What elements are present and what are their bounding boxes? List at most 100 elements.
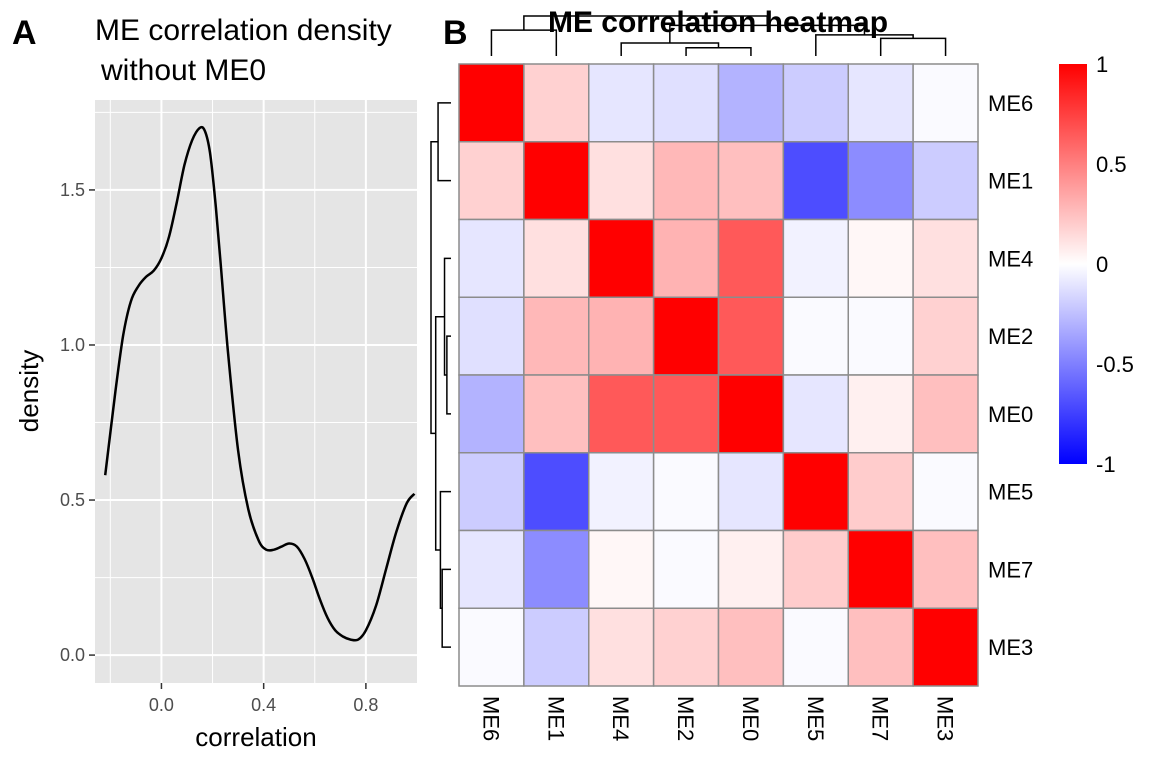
dendrogram-branch: [437, 102, 451, 182]
heatmap-cell: [782, 141, 849, 221]
legend-tick-label: -1: [1096, 452, 1116, 477]
heatmap-cell: [588, 141, 655, 221]
dendrogram-branch: [443, 257, 451, 376]
heatmap-cell: [458, 452, 525, 532]
heatmap-cell: [523, 218, 590, 298]
heatmap-cell: [717, 374, 785, 454]
dendrogram-branch: [523, 15, 768, 31]
heatmap-cell: [782, 63, 849, 143]
dendrogram-branch: [685, 47, 752, 56]
heatmap-cell: [912, 63, 979, 143]
dendrogram-branch: [430, 141, 439, 435]
heatmap-column-label: ME7: [868, 696, 893, 741]
heatmap-row-label: ME6: [988, 91, 1033, 116]
heatmap-cell: [717, 141, 785, 221]
heatmap-cell: [523, 529, 590, 609]
dendrogram-branch: [490, 29, 558, 56]
heatmap-column-label: ME3: [933, 696, 958, 741]
heatmap-cell: [523, 63, 590, 143]
density-y-tick-label: 0.0: [60, 645, 85, 665]
color-legend-bar: [1059, 64, 1087, 464]
density-y-axis-title: density: [14, 350, 44, 432]
heatmap-cell: [717, 607, 785, 687]
heatmap-cell: [717, 296, 785, 376]
panel-a-label: A: [12, 14, 37, 52]
column-dendrogram: [490, 15, 947, 56]
heatmap-cell: [912, 141, 979, 221]
heatmap-cell: [782, 374, 849, 454]
heatmap-cell: [847, 452, 914, 532]
heatmap-row-labels: ME6 ME1 ME4 ME2 ME0 ME5 ME7 ME3: [988, 91, 1033, 660]
heatmap-cell: [652, 218, 720, 298]
heatmap-cell: [847, 607, 914, 687]
heatmap-row-label: ME2: [988, 324, 1033, 349]
heatmap-row-label: ME0: [988, 402, 1033, 427]
heatmap-row-label: ME7: [988, 557, 1033, 582]
dendrogram-branch: [669, 24, 866, 44]
heatmap-cell: [652, 141, 720, 221]
heatmap-cell: [458, 607, 525, 687]
heatmap-cell: [782, 607, 849, 687]
heatmap-cells: [458, 63, 979, 687]
heatmap-cell: [588, 529, 655, 609]
heatmap-column-labels: ME6 ME1 ME4 ME2 ME0 ME5 ME7 ME3: [478, 696, 957, 741]
dendrogram-branch: [879, 37, 947, 56]
density-title-line1: ME correlation density: [95, 14, 392, 47]
density-x-tick-label: 0.4: [251, 695, 276, 715]
heatmap-cell: [588, 374, 655, 454]
density-y-tick-label: 1.5: [60, 180, 85, 200]
heatmap-cell: [847, 374, 914, 454]
legend-tick-label: 1: [1096, 52, 1108, 77]
heatmap-cell: [847, 218, 914, 298]
heatmap-cell: [652, 63, 720, 143]
heatmap-cell: [652, 529, 720, 609]
heatmap-cell: [523, 452, 590, 532]
heatmap-cell: [717, 63, 785, 143]
heatmap-row-label: ME4: [988, 246, 1033, 271]
dendrogram-branch: [620, 42, 720, 56]
heatmap-column-label: ME1: [543, 696, 568, 741]
heatmap-cell: [717, 452, 785, 532]
heatmap-cell: [912, 296, 979, 376]
heatmap-row-label: ME1: [988, 169, 1033, 194]
heatmap-row-label: ME3: [988, 635, 1033, 660]
heatmap-cell: [912, 218, 979, 298]
density-plot: ME correlation density without ME0 0.0 0.…: [14, 14, 417, 752]
heatmap-cell: [458, 63, 525, 143]
dendrogram-branch: [441, 568, 451, 648]
heatmap-cell: [652, 296, 720, 376]
density-plot-background: [95, 100, 417, 683]
dendrogram-branch: [446, 335, 451, 415]
heatmap-cell: [782, 296, 849, 376]
heatmap-cell: [782, 452, 849, 532]
heatmap-cell: [912, 529, 979, 609]
heatmap-cell: [782, 218, 849, 298]
heatmap-cell: [847, 141, 914, 221]
legend-tick-label: 0.5: [1096, 152, 1127, 177]
density-curve: [103, 125, 416, 642]
heatmap-cell: [717, 218, 785, 298]
heatmap-column-label: ME4: [608, 696, 633, 741]
heatmap-cell: [847, 529, 914, 609]
correlation-heatmap: ME correlation heatmap ME6ME1ME4ME2ME0ME…: [430, 6, 1134, 741]
heatmap-column-label: ME5: [803, 696, 828, 741]
heatmap-cell: [652, 452, 720, 532]
heatmap-cell: [458, 141, 525, 221]
heatmap-cell: [588, 452, 655, 532]
heatmap-column-label: ME0: [738, 696, 763, 741]
density-x-tick-label: 0.8: [353, 695, 378, 715]
heatmap-cell: [912, 452, 979, 532]
heatmap-cell: [523, 296, 590, 376]
heatmap-cell: [458, 374, 525, 454]
panel-b-label: B: [443, 14, 468, 52]
heatmap-cell: [523, 141, 590, 221]
heatmap-cell: [588, 296, 655, 376]
density-title-line2: without ME0: [100, 54, 266, 87]
legend-tick-label: -0.5: [1096, 352, 1134, 377]
heatmap-cell: [523, 374, 590, 454]
heatmap-cell: [652, 607, 720, 687]
heatmap-cell: [717, 529, 785, 609]
density-y-tick-label: 1.0: [60, 335, 85, 355]
heatmap-row-label: ME5: [988, 480, 1033, 505]
heatmap-cell: [847, 63, 914, 143]
